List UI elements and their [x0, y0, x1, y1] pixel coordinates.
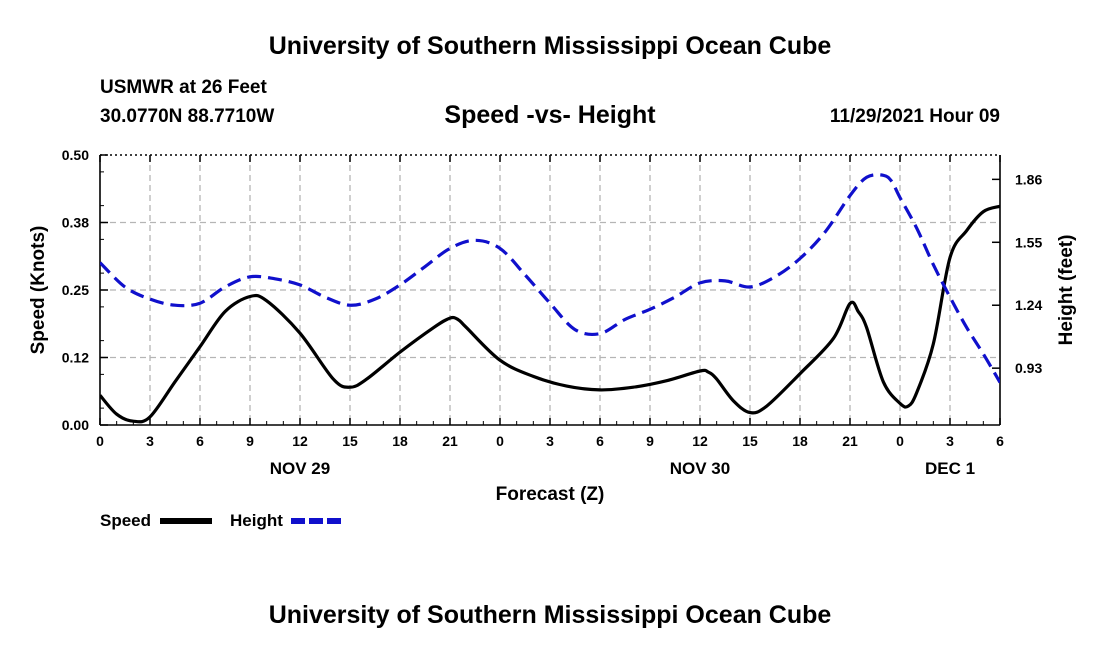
x-tick-label: 0: [496, 433, 504, 449]
x-tick-label: 0: [896, 433, 904, 449]
y-tick-label: 0.12: [62, 350, 89, 366]
x-tick-label: 9: [646, 433, 654, 449]
day-label: NOV 29: [270, 459, 330, 478]
chart-subtitle: Speed -vs- Height: [444, 101, 656, 129]
x-tick-label: 6: [996, 433, 1004, 449]
y2-tick-label: 1.55: [1015, 234, 1042, 250]
y-axis-title-right: Height (feet): [1056, 235, 1077, 346]
x-tick-label: 21: [842, 433, 858, 449]
day-label: NOV 30: [670, 459, 730, 478]
station-name: USMWR at 26 Feet: [100, 77, 267, 98]
x-tick-label: 3: [946, 433, 954, 449]
y2-tick-label: 1.24: [1015, 297, 1042, 313]
forecast-datetime: 11/29/2021 Hour 09: [829, 106, 1000, 127]
y-tick-label: 0.25: [62, 282, 89, 298]
x-tick-label: 18: [392, 433, 408, 449]
x-tick-label: 9: [246, 433, 254, 449]
footer-title: University of Southern Mississippi Ocean…: [268, 601, 832, 629]
y-tick-label: 0.50: [62, 147, 89, 163]
x-tick-label: 12: [292, 433, 308, 449]
day-label: DEC 1: [925, 459, 975, 478]
y-tick-label: 0.00: [62, 417, 89, 433]
x-axis-title: Forecast (Z): [496, 484, 605, 505]
series-line-speed: [100, 204, 1000, 424]
speed-height-chart: 0 3 6 9 12 15 18 21 0 3 6 9 12 15 18 21 0 3 6 NOV 29 NOV 30 D…: [28, 147, 1077, 530]
y-axis-title-left: Speed (Knots): [28, 226, 49, 355]
y2-tick-label: 0.93: [1015, 360, 1042, 376]
x-tick-label: 6: [196, 433, 204, 449]
x-tick-label: 12: [692, 433, 708, 449]
legend-speed-label: Speed: [100, 511, 151, 530]
x-tick-label: 0: [96, 433, 104, 449]
chart-title: University of Southern Mississippi Ocean…: [268, 32, 832, 60]
x-tick-label: 3: [146, 433, 154, 449]
x-tick-label: 21: [442, 433, 458, 449]
legend-height-label: Height: [230, 511, 283, 530]
x-tick-label: 6: [596, 433, 604, 449]
x-tick-label: 15: [742, 433, 758, 449]
y-tick-label: 0.38: [62, 215, 89, 231]
y2-tick-label: 1.86: [1015, 171, 1042, 187]
x-tick-label: 18: [792, 433, 808, 449]
station-coords: 30.0770N 88.7710W: [100, 106, 275, 127]
x-tick-label: 15: [342, 433, 358, 449]
x-tick-label: 3: [546, 433, 554, 449]
